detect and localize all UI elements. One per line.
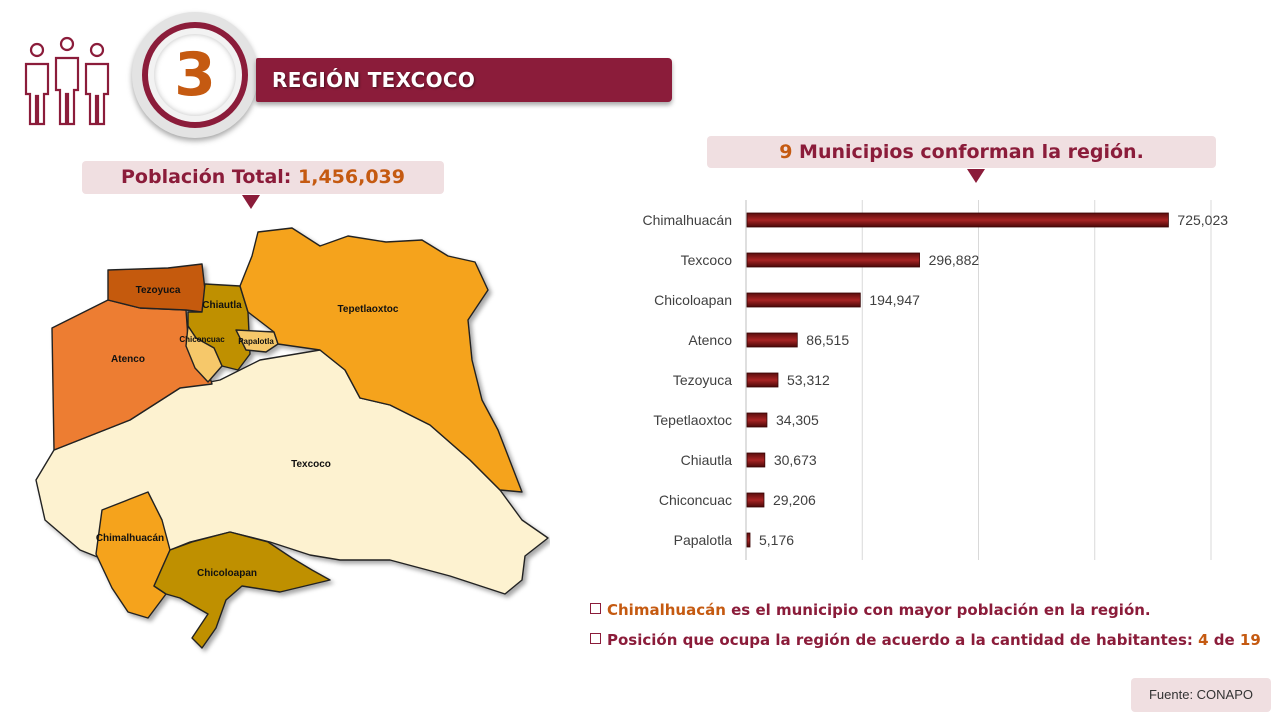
map-region-tepetlaoxtoc xyxy=(239,227,523,493)
chart-value-label: 86,515 xyxy=(806,332,849,348)
map-label-chiautla: Chiautla xyxy=(202,300,242,311)
note-highlight: Chimalhuacán xyxy=(607,601,726,619)
chart-bar xyxy=(746,212,1169,228)
chart-value-label: 725,023 xyxy=(1177,212,1228,228)
chart-category-label: Chicoloapan xyxy=(654,292,732,308)
note-total: 19 xyxy=(1239,631,1261,649)
chart-bar xyxy=(746,492,765,508)
population-bar-chart: Chimalhuacán Texcoco Chicoloapan Atenco Tezo… xyxy=(643,200,1228,560)
chart-value-label: 29,206 xyxy=(773,492,816,508)
checkbox-bullet-icon xyxy=(590,603,601,614)
chart-bar xyxy=(746,292,861,308)
chart-value-label: 194,947 xyxy=(869,292,920,308)
municipalities-pointer-icon xyxy=(967,169,985,183)
note-of: de xyxy=(1208,631,1240,649)
population-total-box: Población Total: 1,456,039 xyxy=(82,161,444,194)
chart-value-label: 296,882 xyxy=(929,252,980,268)
chart-category-label: Papalotla xyxy=(674,532,733,548)
chart-value-label: 34,305 xyxy=(776,412,819,428)
chart-category-label: Atenco xyxy=(688,332,732,348)
map-label-chicoloapan: Chicoloapan xyxy=(197,568,257,579)
region-number: 3 xyxy=(174,40,216,110)
chart-bar xyxy=(746,532,751,548)
region-map: Tezoyuca Chiautla Tepetlaoxtoc Chiconcua… xyxy=(35,227,549,649)
chart-bar xyxy=(746,372,779,388)
note-highest-population: Chimalhuacán es el municipio con mayor p… xyxy=(590,598,1270,628)
chart-bar xyxy=(746,452,766,468)
map-label-texcoco: Texcoco xyxy=(291,459,331,470)
region-title: REGIÓN TEXCOCO xyxy=(272,68,476,92)
map-region-chicoloapan xyxy=(153,531,331,649)
map-region-chiconcuac xyxy=(185,325,223,383)
source-label: Fuente: CONAPO xyxy=(1131,678,1271,712)
notes-list: Chimalhuacán es el municipio con mayor p… xyxy=(590,598,1270,658)
chart-bar xyxy=(746,332,798,348)
chart-category-label: Tepetlaoxtoc xyxy=(653,412,732,428)
chart-bar xyxy=(746,412,768,428)
population-value: 1,456,039 xyxy=(298,166,405,188)
checkbox-bullet-icon xyxy=(590,633,601,644)
map-label-papalotla: Papalotla xyxy=(238,337,274,346)
municipalities-count: 9 xyxy=(779,141,793,163)
note-text: Posición que ocupa la región de acuerdo … xyxy=(607,631,1199,649)
people-group-icon xyxy=(24,36,110,126)
map-label-tepetlaoxtoc: Tepetlaoxtoc xyxy=(338,304,399,315)
chart-value-label: 53,312 xyxy=(787,372,830,388)
region-number-badge: 3 xyxy=(132,12,258,138)
chart-category-label: Texcoco xyxy=(681,252,733,268)
map-label-tezoyuca: Tezoyuca xyxy=(136,285,181,296)
chart-value-label: 30,673 xyxy=(774,452,817,468)
chart-category-label: Chiconcuac xyxy=(659,492,732,508)
map-label-chiconcuac: Chiconcuac xyxy=(179,335,225,344)
region-title-banner: REGIÓN TEXCOCO xyxy=(256,58,672,102)
map-region-papalotla xyxy=(235,329,279,353)
chart-category-label: Chiautla xyxy=(681,452,733,468)
map-label-chimalhuacan: Chimalhuacán xyxy=(96,533,164,544)
note-region-position: Posición que ocupa la región de acuerdo … xyxy=(590,628,1270,658)
municipalities-label: Municipios conforman la región. xyxy=(799,141,1144,163)
municipalities-box: 9 Municipios conforman la región. xyxy=(707,136,1216,168)
population-label: Población Total: xyxy=(121,166,292,188)
chart-bar xyxy=(746,252,920,268)
population-pointer-icon xyxy=(242,195,260,209)
chart-category-label: Chimalhuacán xyxy=(643,212,733,228)
note-text: es el municipio con mayor población en l… xyxy=(725,601,1151,619)
map-label-atenco: Atenco xyxy=(111,354,145,365)
note-position: 4 xyxy=(1198,631,1209,649)
chart-value-label: 5,176 xyxy=(759,532,794,548)
chart-category-label: Tezoyuca xyxy=(673,372,732,388)
